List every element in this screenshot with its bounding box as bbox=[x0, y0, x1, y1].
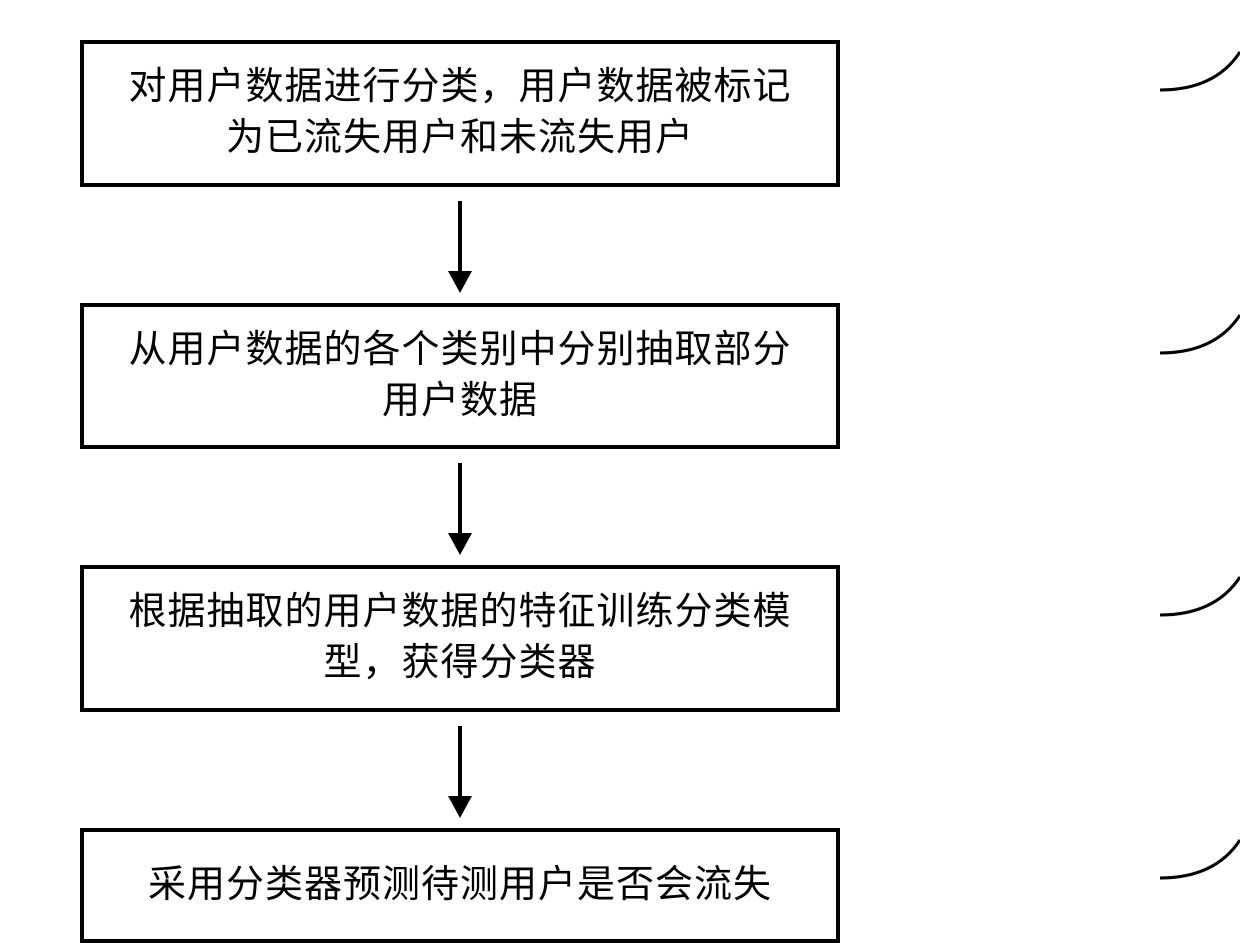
connector-curve bbox=[1160, 573, 1240, 623]
step-box-s104: 从用户数据的各个类别中分别抽取部分用户数据 bbox=[80, 303, 840, 450]
step-box-s102: 对用户数据进行分类，用户数据被标记为已流失用户和未流失用户 bbox=[80, 40, 840, 187]
connector-curve bbox=[1160, 311, 1240, 361]
step-box-s108: 采用分类器预测待测用户是否会流失 bbox=[80, 828, 840, 943]
flowchart-step: 根据抽取的用户数据的特征训练分类模型，获得分类器 S106 bbox=[80, 565, 1160, 712]
step-box-s106: 根据抽取的用户数据的特征训练分类模型，获得分类器 bbox=[80, 565, 840, 712]
connector-curve bbox=[1160, 836, 1240, 886]
flowchart-step: 从用户数据的各个类别中分别抽取部分用户数据 S104 bbox=[80, 303, 1160, 450]
flowchart-container: 对用户数据进行分类，用户数据被标记为已流失用户和未流失用户 S102 从用户数据… bbox=[80, 40, 1160, 943]
step-text: 根据抽取的用户数据的特征训练分类模型，获得分类器 bbox=[112, 587, 808, 690]
connector-curve bbox=[1160, 48, 1240, 98]
flowchart-step: 对用户数据进行分类，用户数据被标记为已流失用户和未流失用户 S102 bbox=[80, 40, 1160, 187]
flow-arrow bbox=[80, 712, 840, 828]
flow-arrow bbox=[80, 187, 840, 303]
flow-arrow bbox=[80, 449, 840, 565]
step-text: 从用户数据的各个类别中分别抽取部分用户数据 bbox=[112, 325, 808, 428]
step-text: 对用户数据进行分类，用户数据被标记为已流失用户和未流失用户 bbox=[112, 62, 808, 165]
flowchart-step: 采用分类器预测待测用户是否会流失 S108 bbox=[80, 828, 1160, 943]
step-text: 采用分类器预测待测用户是否会流失 bbox=[148, 860, 772, 911]
